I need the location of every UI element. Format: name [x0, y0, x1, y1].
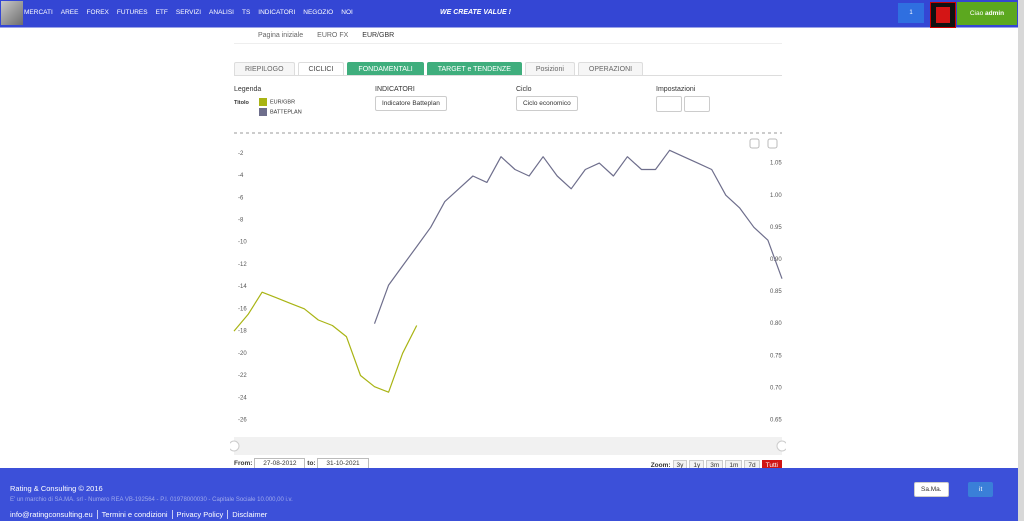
brand: Rating & Consulting © 2016: [10, 484, 103, 493]
legal: E' un marchio di SA.MA. srl - Numero REA…: [10, 497, 293, 503]
y-tick-label: -26: [238, 418, 247, 424]
navigator-handle[interactable]: [776, 440, 786, 452]
company-dropdown[interactable]: Sa.Ma.: [914, 482, 949, 497]
legend-label: BATTEPLAN: [270, 109, 302, 116]
y-tick-label: -12: [238, 262, 247, 268]
y-tick-label: -16: [238, 306, 247, 312]
tab[interactable]: TARGET e TENDENZE: [426, 62, 522, 76]
legend-swatch: [259, 98, 267, 106]
footer-links: info@ratingconsulting.eu Termini e condiz…: [10, 510, 267, 519]
breadcrumb-item[interactable]: EUR/GBR: [362, 31, 395, 39]
y-tick-label: -24: [238, 395, 247, 401]
menu-item[interactable]: INDICATORI: [258, 9, 296, 16]
username: admin: [985, 10, 1005, 17]
y2-tick-label: 1.05: [770, 161, 782, 167]
title-label: Titolo: [234, 100, 249, 106]
menu-item[interactable]: ETF: [155, 9, 168, 16]
chart: -2 -4 -6 -8 -10 -12 -14 -16 -18 -20 -22 -24 -26 1.05 1…: [230, 132, 786, 455]
to-label: to:: [307, 460, 316, 467]
y-tick-label: -20: [238, 351, 247, 357]
y2-tick-label: 0.90: [770, 257, 782, 263]
language-dropdown[interactable]: it: [968, 482, 994, 497]
link-separator: [227, 510, 229, 519]
y2-tick-label: 0.85: [770, 289, 782, 295]
menu: MERCATI AREE FOREX FUTURES ETF SERVIZI ANALISI…: [24, 9, 353, 16]
y2-tick-label: 0.70: [770, 385, 782, 391]
slogan: WE CREATE VALUE !: [440, 9, 511, 16]
pencil-button[interactable]: [749, 138, 760, 149]
y2-tick-label: 0.65: [770, 418, 782, 424]
menu-item[interactable]: FOREX: [86, 9, 109, 16]
y2-tick-label: 0.80: [770, 321, 782, 327]
scrollbar: [1018, 0, 1024, 521]
y-tick-label: -8: [238, 218, 244, 224]
indicators-label: INDICATORI: [375, 86, 415, 93]
menu-item[interactable]: ANALISI: [209, 9, 234, 16]
footer: Rating & Consulting © 2016 E' un marchio…: [0, 468, 1018, 521]
y-tick-label: -22: [238, 373, 247, 379]
legend-swatch: [259, 108, 267, 116]
y-tick-label: -2: [238, 151, 244, 157]
tab[interactable]: Posizioni: [524, 62, 575, 76]
y2-tick-label: 0.75: [770, 353, 782, 359]
breadcrumb-item[interactable]: Pagina iniziale: [258, 31, 304, 39]
tab[interactable]: OPERAZIONI: [577, 62, 644, 76]
zoom-label: Zoom:: [650, 462, 671, 469]
top-bar: MERCATI AREE FOREX FUTURES ETF SERVIZI ANALISI…: [0, 0, 1018, 28]
menu-item[interactable]: FUTURES: [116, 9, 148, 16]
y2-tick-label: 0.95: [770, 225, 782, 231]
legend-item[interactable]: EUR/GBR: [259, 98, 302, 106]
brand-logo[interactable]: [930, 2, 956, 28]
menu-item[interactable]: SERVIZI: [175, 9, 202, 16]
range-bar: From: 27-08-2012 to: 31-10-2021 Zoom: 3y 1…: [234, 458, 782, 471]
from-input[interactable]: 27-08-2012: [254, 458, 306, 469]
navigator: [234, 437, 782, 455]
navigator-handle[interactable]: [230, 440, 240, 452]
menu-item[interactable]: AREE: [60, 9, 79, 16]
indicator-dropdown[interactable]: Indicatore Batteplan: [375, 96, 447, 111]
tab-line: [234, 75, 782, 76]
footer-link[interactable]: Termini e condizioni: [101, 510, 168, 519]
menu-item[interactable]: NEGOZIO: [303, 9, 334, 16]
logo[interactable]: [1, 1, 23, 25]
footer-link[interactable]: Privacy Policy: [176, 510, 224, 519]
tab[interactable]: RIEPILOGO: [234, 62, 295, 76]
y-tick-label: -14: [238, 284, 247, 290]
menu-item[interactable]: TS: [241, 9, 251, 16]
tabs: RIEPILOGO CICLICI FONDAMENTALI TARGET e TEN…: [234, 62, 644, 76]
menu-item[interactable]: NOI: [341, 9, 353, 16]
to-input[interactable]: 31-10-2021: [317, 458, 369, 469]
legend: EUR/GBR BATTEPLAN: [259, 98, 302, 118]
legend-label: Legenda: [234, 86, 262, 93]
eraser-button[interactable]: [767, 138, 778, 149]
tab[interactable]: CICLICI: [297, 62, 345, 76]
legend-label: EUR/GBR: [270, 99, 296, 106]
legend-item[interactable]: BATTEPLAN: [259, 108, 302, 116]
tab[interactable]: FONDAMENTALI: [347, 62, 424, 76]
tools-button[interactable]: [684, 96, 710, 112]
y-tick-label: -4: [238, 173, 244, 179]
series-line: [233, 291, 418, 393]
from-label: From:: [234, 460, 253, 467]
settings-label: Impostazioni: [656, 86, 696, 93]
menu-item[interactable]: MERCATI: [24, 9, 53, 16]
cart-button[interactable]: 1: [898, 3, 924, 23]
footer-link[interactable]: Disclaimer: [232, 510, 268, 519]
cycle-dropdown[interactable]: Ciclo economico: [516, 96, 578, 111]
y2-tick-label: 1.00: [770, 193, 782, 199]
user-button[interactable]: Ciao admin: [957, 2, 1017, 25]
breadcrumb-item[interactable]: EURO FX: [317, 31, 349, 39]
y-tick-label: -18: [238, 329, 247, 335]
footer-link[interactable]: info@ratingconsulting.eu: [10, 510, 93, 519]
link-separator: [171, 510, 173, 519]
y-tick-label: -10: [238, 240, 247, 246]
y-tick-label: -6: [238, 195, 244, 201]
series-line: [373, 149, 783, 324]
settings-button[interactable]: [656, 96, 682, 112]
cycle-label: Ciclo: [516, 86, 532, 93]
breadcrumb: Pagina iniziale EURO FX EUR/GBR: [234, 27, 782, 44]
greeting: Ciao: [969, 10, 984, 17]
link-separator: [96, 510, 98, 519]
